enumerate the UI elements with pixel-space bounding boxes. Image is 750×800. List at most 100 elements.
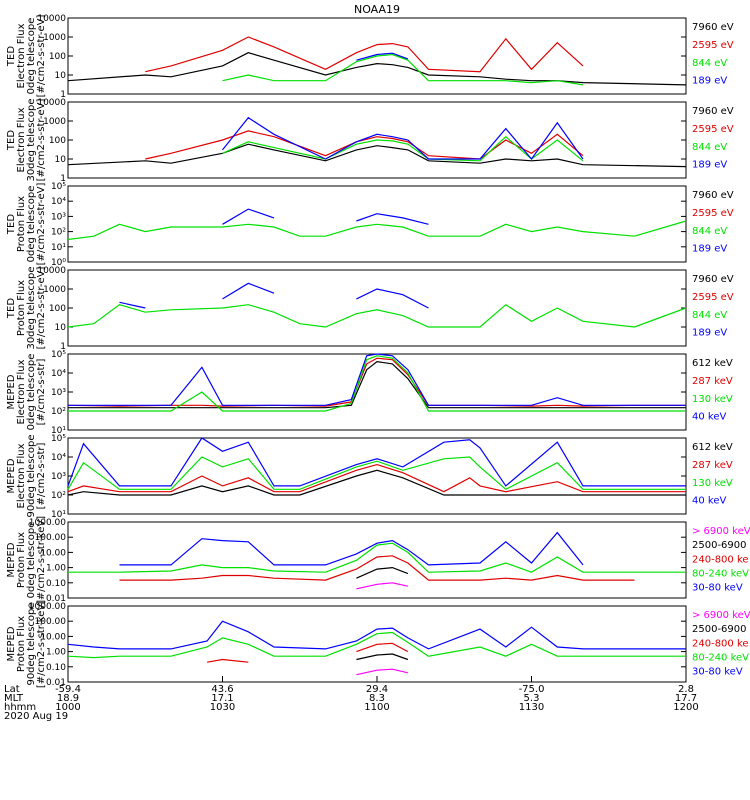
legend-entry: 7960 eV <box>692 274 734 285</box>
series-line <box>119 531 584 566</box>
y-axis-label: TED <box>6 46 17 67</box>
y-tick-label: 100.00 <box>35 617 67 627</box>
footer-lat-value: 29.4 <box>366 684 388 695</box>
y-tick-label: 0.10 <box>46 579 66 589</box>
y-tick-label: 10⁴ <box>51 197 66 207</box>
y-tick-label: 10.00 <box>40 548 66 558</box>
footer-lat-value: -75.0 <box>519 684 545 695</box>
legend-entry: 30-80 keV <box>692 583 743 594</box>
legend-entry: 130 keV <box>692 478 733 489</box>
y-tick-label: 10¹ <box>51 243 66 253</box>
y-tick-label: 1000.00 <box>29 602 66 612</box>
y-tick-label: 100 <box>49 52 66 62</box>
y-axis-label: MEPED <box>6 374 17 409</box>
y-tick-label: 10⁵ <box>51 350 66 360</box>
panel-frame <box>67 521 687 599</box>
y-tick-label: 0.01 <box>46 594 66 604</box>
y-axis-label: Electron Flux <box>16 359 27 424</box>
y-axis-label: [#/cm2-s-str-eV] <box>36 183 47 266</box>
series-line <box>356 653 409 661</box>
y-axis-label: Electron Flux <box>16 23 27 88</box>
y-tick-label: 0.01 <box>46 678 66 688</box>
legend-entry: 80-240 keV <box>692 569 749 580</box>
legend-entry: 40 keV <box>692 496 726 507</box>
y-axis-label: MEPED <box>6 626 17 661</box>
series-line <box>67 620 686 650</box>
legend-entry: 844 eV <box>692 310 727 321</box>
panel-frame <box>67 185 687 263</box>
y-axis-label: 90deg telescope <box>26 434 37 517</box>
series-line <box>120 283 687 308</box>
y-axis-label: Electron Flux <box>16 443 27 508</box>
y-axis-label: TED <box>6 130 17 151</box>
y-axis-label: MEPED <box>6 542 17 577</box>
y-axis-label: TED <box>6 298 17 319</box>
series-line <box>68 355 686 412</box>
legend-entry: 240-800 ke <box>692 554 749 565</box>
footer-mlt-value: 17.7 <box>675 693 697 704</box>
y-axis-label: [#/cm2-s-str-keV] <box>36 516 47 604</box>
y-axis-label: TED <box>6 214 17 235</box>
series-line <box>222 116 584 160</box>
y-axis-label: 0deg telescope <box>26 522 37 599</box>
footer-row-label: Lat <box>4 684 20 695</box>
y-tick-label: 10⁰ <box>51 258 66 268</box>
legend-entry: 40 keV <box>692 412 726 423</box>
y-tick-label: 10¹ <box>51 426 66 436</box>
y-tick-label: 100 <box>49 136 66 146</box>
legend-entry: 844 eV <box>692 58 727 69</box>
y-axis-label: [#/cm2-s-str] <box>36 442 47 509</box>
y-tick-label: 10.00 <box>40 632 66 642</box>
y-tick-label: 1000.00 <box>29 518 66 528</box>
y-tick-label: 1 <box>60 90 66 100</box>
y-tick-label: 10⁴ <box>51 369 66 379</box>
y-axis-label: 90deg telescope <box>26 602 37 685</box>
y-tick-label: 1 <box>60 342 66 352</box>
footer-row-label: MLT <box>4 693 24 704</box>
y-tick-label: 10000 <box>37 98 66 108</box>
legend-entry: 80-240 keV <box>692 653 749 664</box>
y-tick-label: 10¹ <box>51 510 66 520</box>
series-line <box>356 566 409 579</box>
panel-frame <box>67 269 687 347</box>
y-tick-label: 10² <box>51 491 66 501</box>
y-axis-label: 30deg telescope <box>26 266 37 349</box>
y-tick-label: 1.00 <box>46 648 66 658</box>
y-axis-label: MEPED <box>6 458 17 493</box>
legend-entry: 2595 eV <box>692 40 734 51</box>
legend-entry: 189 eV <box>692 76 727 87</box>
series-line <box>223 209 558 224</box>
footer-date: 2020 Aug 19 <box>4 711 68 722</box>
series-line <box>67 469 686 496</box>
footer-mlt-value: 17.1 <box>211 693 233 704</box>
y-tick-label: 10⁵ <box>51 182 66 192</box>
series-line <box>68 360 686 409</box>
footer-hhmm-value: 1100 <box>364 702 389 713</box>
panel-7: 0.01 0.10 1.00 10.00 100.00 1000.00 MEPED Proto… <box>6 600 750 688</box>
y-axis-label: Proton Flux <box>16 532 27 588</box>
footer-lat-value: -59.4 <box>55 684 81 695</box>
footer-mlt-value: 18.9 <box>57 693 79 704</box>
y-axis-label: 0deg telescope <box>26 18 37 95</box>
footer-row-label: hhmm <box>4 702 36 713</box>
legend-entry: 2500-6900 <box>692 624 747 635</box>
y-tick-label: 10000 <box>37 14 66 24</box>
footer-hhmm-value: 1000 <box>55 702 80 713</box>
panel-frame <box>67 437 687 515</box>
panel-4: 10¹ 10² 10³ 10⁴ 10⁵ MEPED Electron Flux 0deg te… <box>6 350 733 436</box>
legend-entry: 844 eV <box>692 142 727 153</box>
legend-entry: 2595 eV <box>692 124 734 135</box>
y-tick-label: 10 <box>55 155 67 165</box>
y-axis-label: [#/cm2-s-str] <box>36 358 47 425</box>
footer-lat-value: 2.8 <box>678 684 694 695</box>
series-line <box>67 220 687 241</box>
y-tick-label: 100.00 <box>35 533 67 543</box>
footer-mlt-value: 5.3 <box>524 693 540 704</box>
series-line <box>68 353 686 406</box>
y-tick-label: 10² <box>51 407 66 417</box>
legend-entry: 7960 eV <box>692 22 734 33</box>
footer-lat-value: 43.6 <box>211 684 233 695</box>
legend-entry: 189 eV <box>692 328 727 339</box>
